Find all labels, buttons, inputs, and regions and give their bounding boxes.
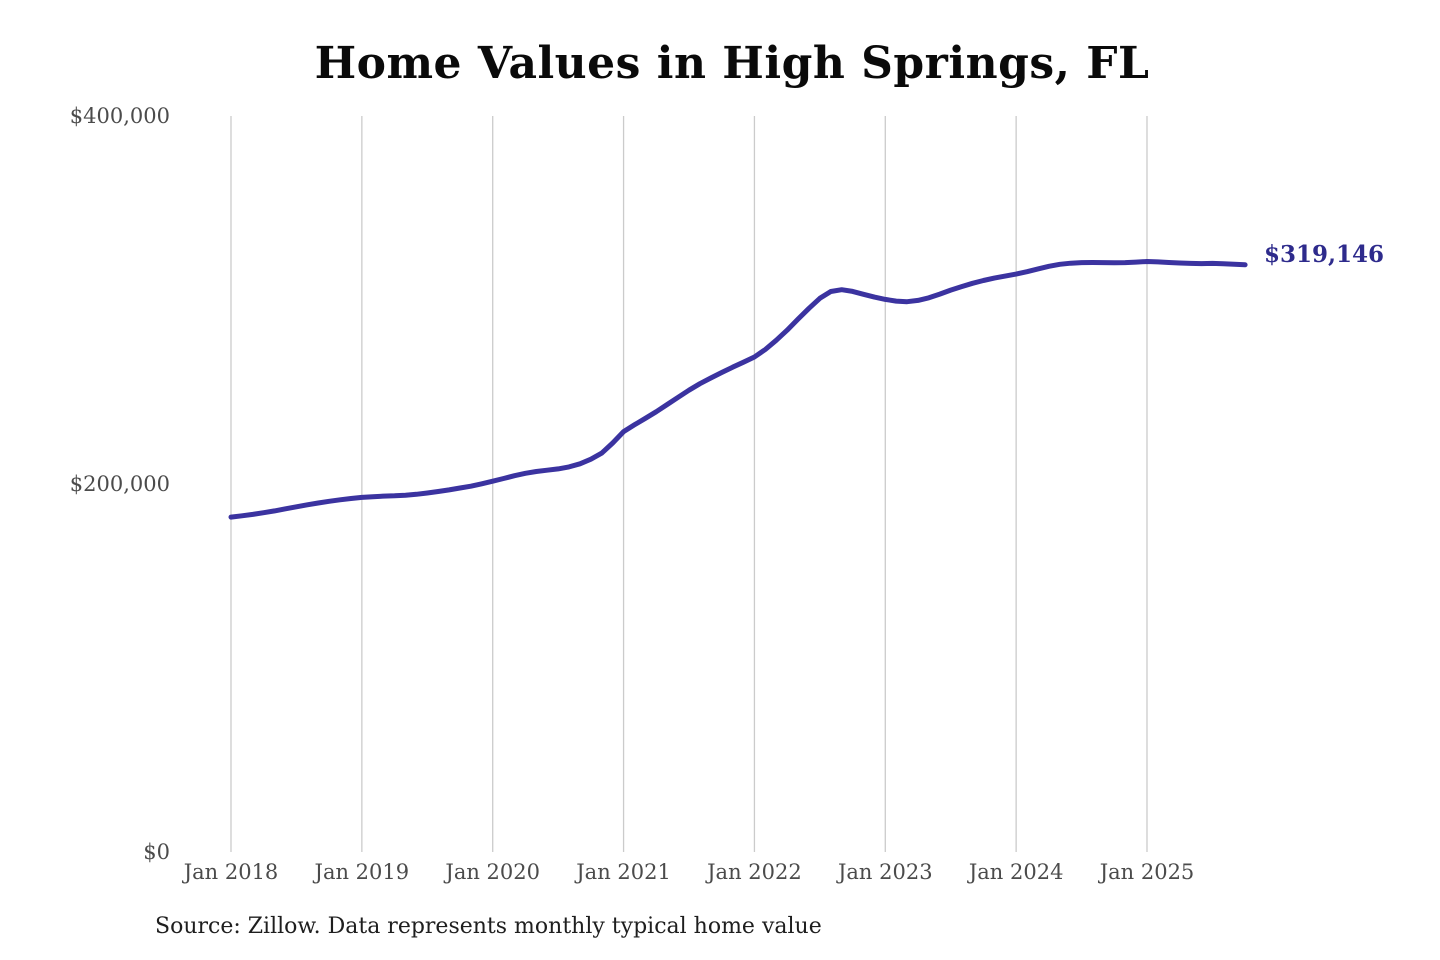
x-tick-label: Jan 2019 <box>314 860 410 884</box>
source-note: Source: Zillow. Data represents monthly … <box>155 914 822 939</box>
x-tick-label: Jan 2022 <box>707 860 802 884</box>
chart-title: Home Values in High Springs, FL <box>314 38 1150 89</box>
x-tick-label: Jan 2023 <box>837 860 933 884</box>
y-tick-label: $400,000 <box>69 104 170 128</box>
y-tick-label: $0 <box>143 840 170 864</box>
home-value-line <box>228 259 1248 520</box>
y-tick-label: $200,000 <box>69 472 170 496</box>
latest-value-label: $319,146 <box>1264 241 1385 268</box>
x-tick-label: Jan 2024 <box>968 860 1064 884</box>
x-tick-label: Jan 2018 <box>183 860 279 884</box>
x-tick-label: Jan 2025 <box>1099 860 1195 884</box>
x-tick-label: Jan 2021 <box>576 860 671 884</box>
x-tick-label: Jan 2020 <box>445 860 540 884</box>
